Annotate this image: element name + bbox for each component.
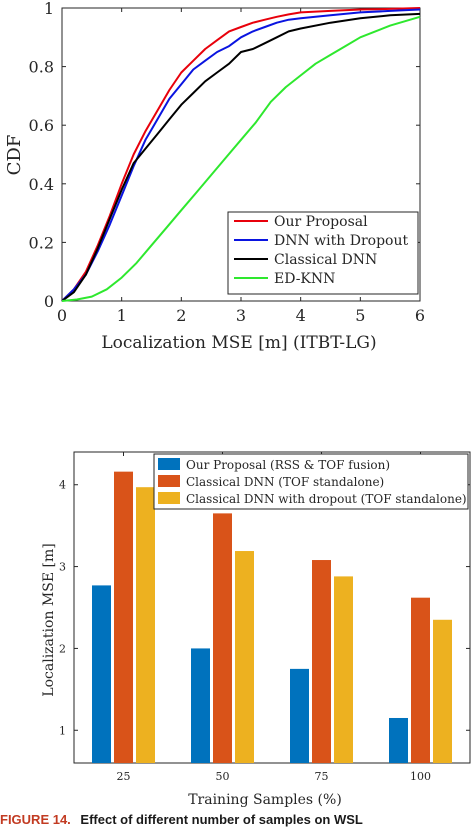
figure-caption-label: FIGURE 14. [0,812,71,827]
bar-legend-label-2: Classical DNN with dropout (TOF standalo… [186,492,467,506]
cdf-legend-box [227,211,419,295]
bar-legend-label-0: Our Proposal (RSS & TOF fusion) [186,458,390,472]
cdf-series-line-1 [61,8,421,302]
bar-1-0 [114,471,133,763]
cdf-x-tick-label: 2 [176,306,186,325]
bar-1-1 [213,513,232,763]
bar-1-3 [411,597,430,763]
bar-2-0 [136,487,155,763]
cdf-y-tick-label: 0.6 [29,116,54,135]
cdf-y-tick-label: 0.2 [29,233,54,252]
bar-2-1 [235,551,254,763]
cdf-legend-label-0: Our Proposal [274,214,368,230]
bar-y-axis-label: Localization MSE [m] [41,543,57,696]
figure-caption-text: Effect of different number of samples on… [80,812,363,827]
bar-legend-label-1: Classical DNN (TOF standalone) [186,475,384,489]
bar-1-2 [312,560,331,763]
cdf-x-tick-label: 1 [117,306,127,325]
cdf-y-tick-label: 0 [44,292,54,311]
bar-x-tick-label: 50 [216,770,230,783]
cdf-y-tick-label: 0.8 [29,58,54,77]
bar-0-3 [389,717,408,763]
cdf-x-tick-label: 4 [296,306,306,325]
bar-y-tick-label: 3 [59,561,66,574]
figure-caption: FIGURE 14. Effect of different number of… [0,812,474,827]
cdf-x-tick-label: 3 [236,306,246,325]
cdf-y-tick-label: 0.4 [29,175,54,194]
bar-legend-swatch-1 [158,475,180,487]
cdf-series-line-2 [61,12,421,302]
cdf-series-line-0 [61,7,421,302]
bar-legend-swatch-2 [158,492,180,504]
bar-2-3 [433,619,452,763]
bar-0-1 [191,648,210,763]
bar-x-axis-label: Training Samples (%) [188,792,342,808]
cdf-legend-label-2: Classical DNN [274,252,377,268]
bar-y-tick-label: 4 [59,479,66,492]
cdf-x-tick-label: 5 [355,306,365,325]
bar-x-tick-label: 100 [410,770,431,783]
cdf-series-line-3 [61,15,421,302]
bar-y-tick-label: 1 [59,724,66,737]
bar-chart: Localization MSE [m] Training Samples (%… [41,451,471,808]
cdf-legend-label-1: DNN with Dropout [274,233,408,249]
cdf-x-tick-label: 0 [57,306,67,325]
bar-legend-box [153,453,469,510]
cdf-x-axis-label: Localization MSE [m] (ITBT-LG) [101,333,376,353]
bar-x-tick-label: 25 [117,770,131,783]
bar-0-2 [290,668,309,763]
bar-x-tick-label: 75 [315,770,329,783]
cdf-chart: CDF Localization MSE [m] (ITBT-LG) 0 1 2 3 4… [4,0,425,353]
cdf-y-tick-label: 1 [44,0,54,18]
bar-legend-swatch-0 [158,458,180,470]
bar-0-0 [92,585,111,763]
bar-2-2 [334,576,353,763]
cdf-legend-label-3: ED-KNN [274,271,335,287]
cdf-y-axis-label: CDF [4,135,25,176]
cdf-x-tick-label: 6 [415,306,425,325]
bar-y-tick-label: 2 [59,642,66,655]
